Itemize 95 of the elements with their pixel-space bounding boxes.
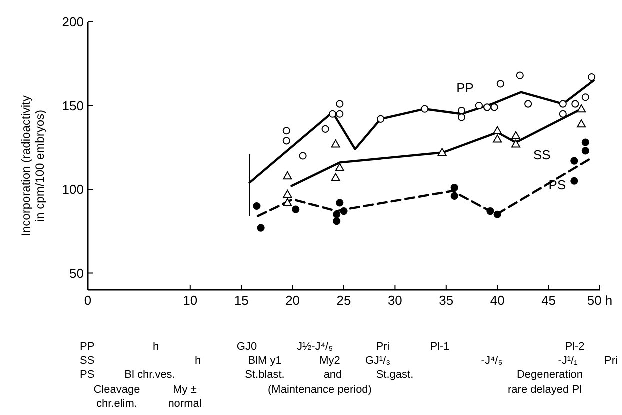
- point: [282, 137, 290, 145]
- line-series: [256, 158, 591, 218]
- point: [335, 163, 344, 172]
- point: [336, 110, 344, 118]
- point: [331, 173, 340, 182]
- point: [450, 192, 458, 200]
- text: Pri: [604, 355, 618, 367]
- text: GJ¹/₃: [365, 355, 391, 367]
- x-tick-label: 20: [286, 293, 300, 308]
- point: [475, 102, 483, 110]
- text: -J⁴/₅: [481, 355, 503, 367]
- text: PP: [80, 341, 95, 353]
- point: [512, 131, 521, 140]
- point: [322, 125, 330, 133]
- point: [283, 172, 292, 180]
- text: Degeneration: [516, 369, 584, 381]
- point: [331, 140, 340, 148]
- point: [333, 210, 341, 218]
- point: [559, 100, 567, 108]
- text: and: [324, 369, 342, 381]
- text: My2: [320, 355, 340, 367]
- point: [253, 202, 261, 210]
- point: [577, 104, 586, 113]
- point: [450, 184, 458, 192]
- point: [340, 207, 348, 216]
- point: [570, 157, 578, 165]
- text: PS: [80, 369, 95, 381]
- text: (Maintenance period): [268, 384, 372, 396]
- point: [458, 114, 466, 122]
- point: [458, 106, 466, 115]
- point: [572, 100, 580, 108]
- point: [512, 140, 521, 148]
- point: [493, 134, 502, 143]
- point: [336, 199, 344, 207]
- text: St.gast.: [376, 369, 414, 381]
- text: rare delayed Pl: [508, 384, 582, 396]
- point: [486, 207, 494, 216]
- y-tick-label: 100: [62, 182, 84, 198]
- text: Bl chr.ves.: [124, 369, 176, 381]
- text: Pl-1: [430, 341, 450, 353]
- text: Cleavage: [94, 384, 140, 396]
- text: Pri: [376, 341, 390, 353]
- x-tick-label: 40: [490, 293, 505, 308]
- point: [257, 224, 265, 232]
- point: [559, 110, 567, 118]
- point: [336, 100, 344, 108]
- point: [490, 104, 498, 112]
- text: My ±: [173, 384, 197, 396]
- point: [577, 120, 586, 128]
- text: J½-J⁴/₅: [296, 341, 334, 353]
- point: [438, 148, 447, 156]
- point: [494, 210, 502, 218]
- point: [588, 73, 596, 82]
- point: [292, 206, 300, 214]
- text: SS: [80, 355, 95, 367]
- point: [283, 198, 292, 206]
- point: [496, 80, 504, 88]
- point: [516, 72, 524, 80]
- point: [493, 126, 502, 134]
- point: [582, 147, 590, 155]
- x-tick-label: 10: [183, 293, 198, 308]
- x-tick-label: 50 h: [587, 293, 613, 308]
- x-tick-label: 15: [234, 293, 249, 308]
- y-tick-label: 200: [62, 14, 84, 30]
- y-axis-title: Incorporation (radioactivity in cpm/100 embryos): [19, 96, 47, 236]
- y-tick-label: 150: [62, 98, 84, 114]
- point: [421, 105, 429, 113]
- series-label: SS: [533, 147, 552, 162]
- y-tick-label: 50: [70, 266, 84, 281]
- text: BlM y1: [248, 355, 282, 367]
- text: -J¹/₁: [558, 355, 578, 367]
- text: h: [194, 355, 202, 367]
- point: [377, 115, 385, 123]
- x-tick-label: 25: [336, 293, 352, 308]
- point: [333, 218, 341, 226]
- text: h: [152, 341, 160, 353]
- text: GJ0: [236, 341, 258, 353]
- point: [484, 104, 492, 112]
- text: normal: [168, 398, 202, 410]
- point: [328, 110, 337, 118]
- text: Pl-2: [565, 341, 585, 353]
- x-tick-label: 30: [388, 293, 402, 308]
- point: [582, 94, 590, 102]
- text: chr.elim.: [96, 398, 138, 410]
- point: [570, 177, 578, 185]
- x-tick-label: 0: [84, 293, 92, 308]
- point: [282, 127, 290, 135]
- series-label: PP: [456, 80, 474, 96]
- point: [524, 100, 532, 108]
- text: St.blast.: [245, 369, 285, 381]
- point: [299, 152, 307, 160]
- point: [283, 190, 292, 198]
- point: [582, 138, 590, 146]
- x-tick-label: 45: [542, 293, 556, 308]
- x-tick-label: 35: [439, 293, 454, 308]
